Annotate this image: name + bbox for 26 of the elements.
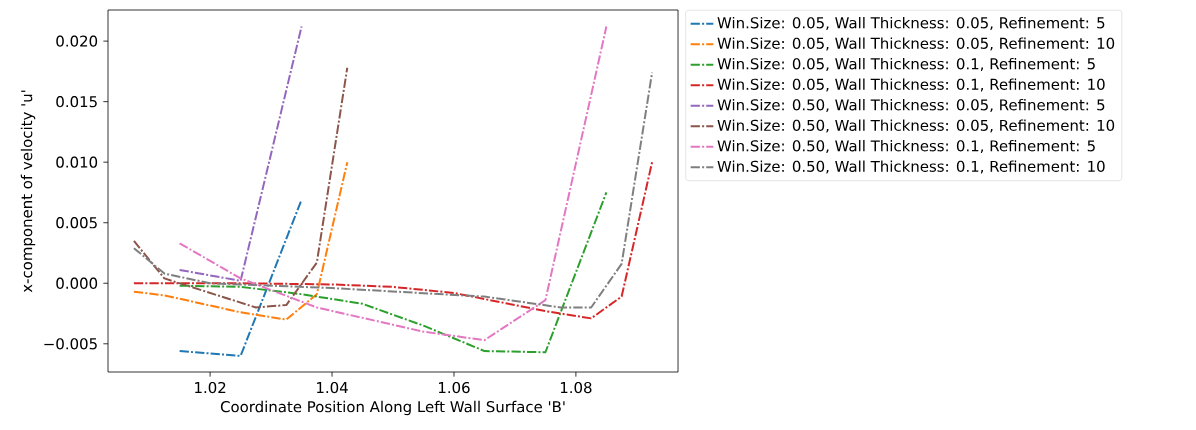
line-series: [132, 161, 349, 321]
x-tick-label: 1.02: [195, 381, 226, 394]
y-tick-label: 0.000: [56, 277, 98, 289]
y-axis-title: x-component of velocity 'u': [20, 90, 36, 293]
legend-label: Win.Size: 0.50, Wall Thickness: 0.05, Refinement: 10: [717, 119, 1115, 133]
legend-label: Win.Size: 0.05, Wall Thickness: 0.05, Refinement: 5: [717, 16, 1105, 30]
legend-label: Win.Size: 0.05, Wall Thickness: 0.1, Refinement: 10: [717, 78, 1105, 92]
y-tick-label: 0.020: [56, 35, 98, 47]
legend-label: Win.Size: 0.50, Wall Thickness: 0.1, Refinement: 10: [717, 160, 1105, 174]
y-tick-label: −0.005: [44, 338, 97, 350]
line-series: [132, 161, 654, 320]
line-series: [178, 191, 608, 354]
legend-label: Win.Size: 0.50, Wall Thickness: 0.1, Refinement: 5: [717, 139, 1095, 154]
line-series: [132, 71, 654, 309]
x-tick-label: 1.08: [560, 381, 592, 394]
x-tick-label: 1.04: [317, 381, 348, 394]
x-tick-label: 1.06: [438, 381, 470, 394]
legend-label: Win.Size: 0.50, Wall Thickness: 0.05, Refinement: 5: [717, 98, 1105, 112]
y-tick-label: 0.010: [56, 156, 98, 168]
y-tick-label: 0.015: [56, 96, 97, 108]
x-axis-title: Coordinate Position Along Left Wall Surface 'B': [220, 400, 565, 416]
line-series: [178, 25, 608, 342]
y-tick-label: 0.005: [56, 217, 97, 229]
legend-label: Win.Size: 0.05, Wall Thickness: 0.1, Refinement: 5: [717, 57, 1095, 71]
line-series: [132, 66, 349, 309]
legend-label: Win.Size: 0.05, Wall Thickness: 0.05, Refinement: 10: [717, 37, 1115, 51]
